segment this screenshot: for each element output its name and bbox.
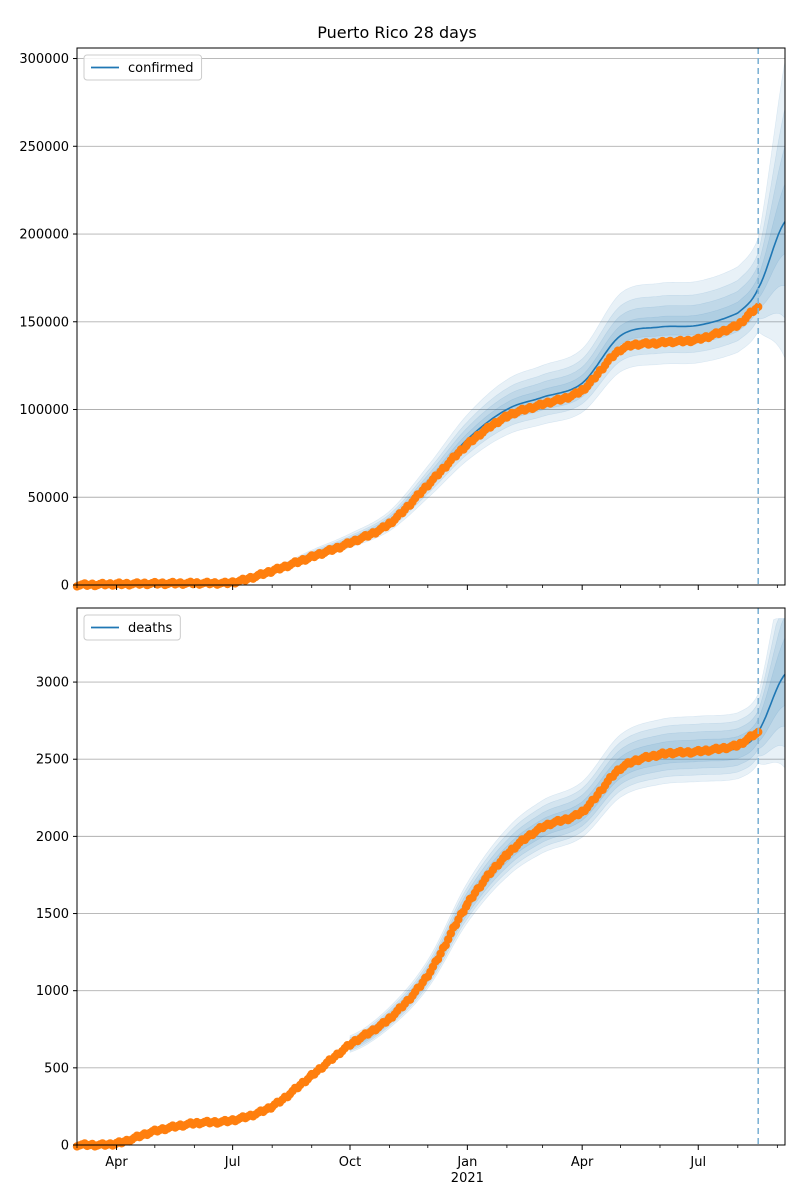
deaths-legend: deaths [83, 614, 181, 641]
uncertainty-band [77, 183, 786, 586]
observed-point [754, 302, 763, 311]
confirmed-fit [77, 221, 786, 586]
y-tick-label: 250000 [19, 140, 69, 155]
y-tick-label: 3000 [36, 676, 69, 691]
y-tick-label: 50000 [28, 491, 69, 506]
legend-box [83, 614, 181, 641]
confirmed-axes-frame [76, 47, 786, 586]
x-tick-label: Jul [224, 1155, 241, 1170]
y-tick-label: 500 [44, 1061, 69, 1076]
y-tick-label: 2500 [36, 753, 69, 768]
confirmed-panel: 0 50000 100000 150000 200000 250000 300000 con… [19, 47, 786, 594]
legend-label: confirmed [128, 61, 194, 76]
y-tick-label: 300000 [19, 52, 69, 67]
y-tick-label: 0 [61, 579, 69, 594]
y-tick-label: 100000 [19, 403, 69, 418]
y-tick-label: 0 [61, 1139, 69, 1154]
deaths-gridlines [77, 681, 785, 1069]
chart-title: Puerto Rico 28 days [317, 23, 477, 42]
x-tick-label: Jul [689, 1155, 706, 1170]
y-tick-label: 1000 [36, 984, 69, 999]
confirmed-x-axis [76, 585, 778, 590]
deaths-y-axis: 0 500 1000 1500 2000 2500 3000 [36, 676, 77, 1154]
uncertainty-band [77, 146, 786, 586]
x-tick-label: Jan [456, 1155, 477, 1170]
y-tick-label: 150000 [19, 315, 69, 330]
confirmed-gridlines [77, 58, 785, 498]
x-tick-label: Apr [105, 1155, 128, 1170]
confirmed-bands [77, 61, 786, 586]
x-tick-label: Oct [339, 1155, 361, 1170]
deaths-axes-frame [76, 607, 786, 1146]
confirmed-legend: confirmed [83, 54, 203, 81]
legend-box [83, 54, 203, 81]
model-fit-line [77, 221, 786, 586]
y-tick-label: 2000 [36, 830, 69, 845]
deaths-x-axis: Apr Jul Oct Jan Apr Jul 2021 [76, 1145, 778, 1186]
deaths-observed [72, 727, 763, 1151]
y-tick-label: 1500 [36, 907, 69, 922]
y-tick-label: 200000 [19, 228, 69, 243]
x-year-label: 2021 [451, 1171, 484, 1186]
confirmed-observed [72, 302, 763, 591]
uncertainty-band [77, 108, 786, 586]
x-tick-label: Apr [571, 1155, 594, 1170]
legend-label: deaths [128, 621, 173, 636]
confirmed-y-axis: 0 50000 100000 150000 200000 250000 300000 [19, 52, 77, 594]
